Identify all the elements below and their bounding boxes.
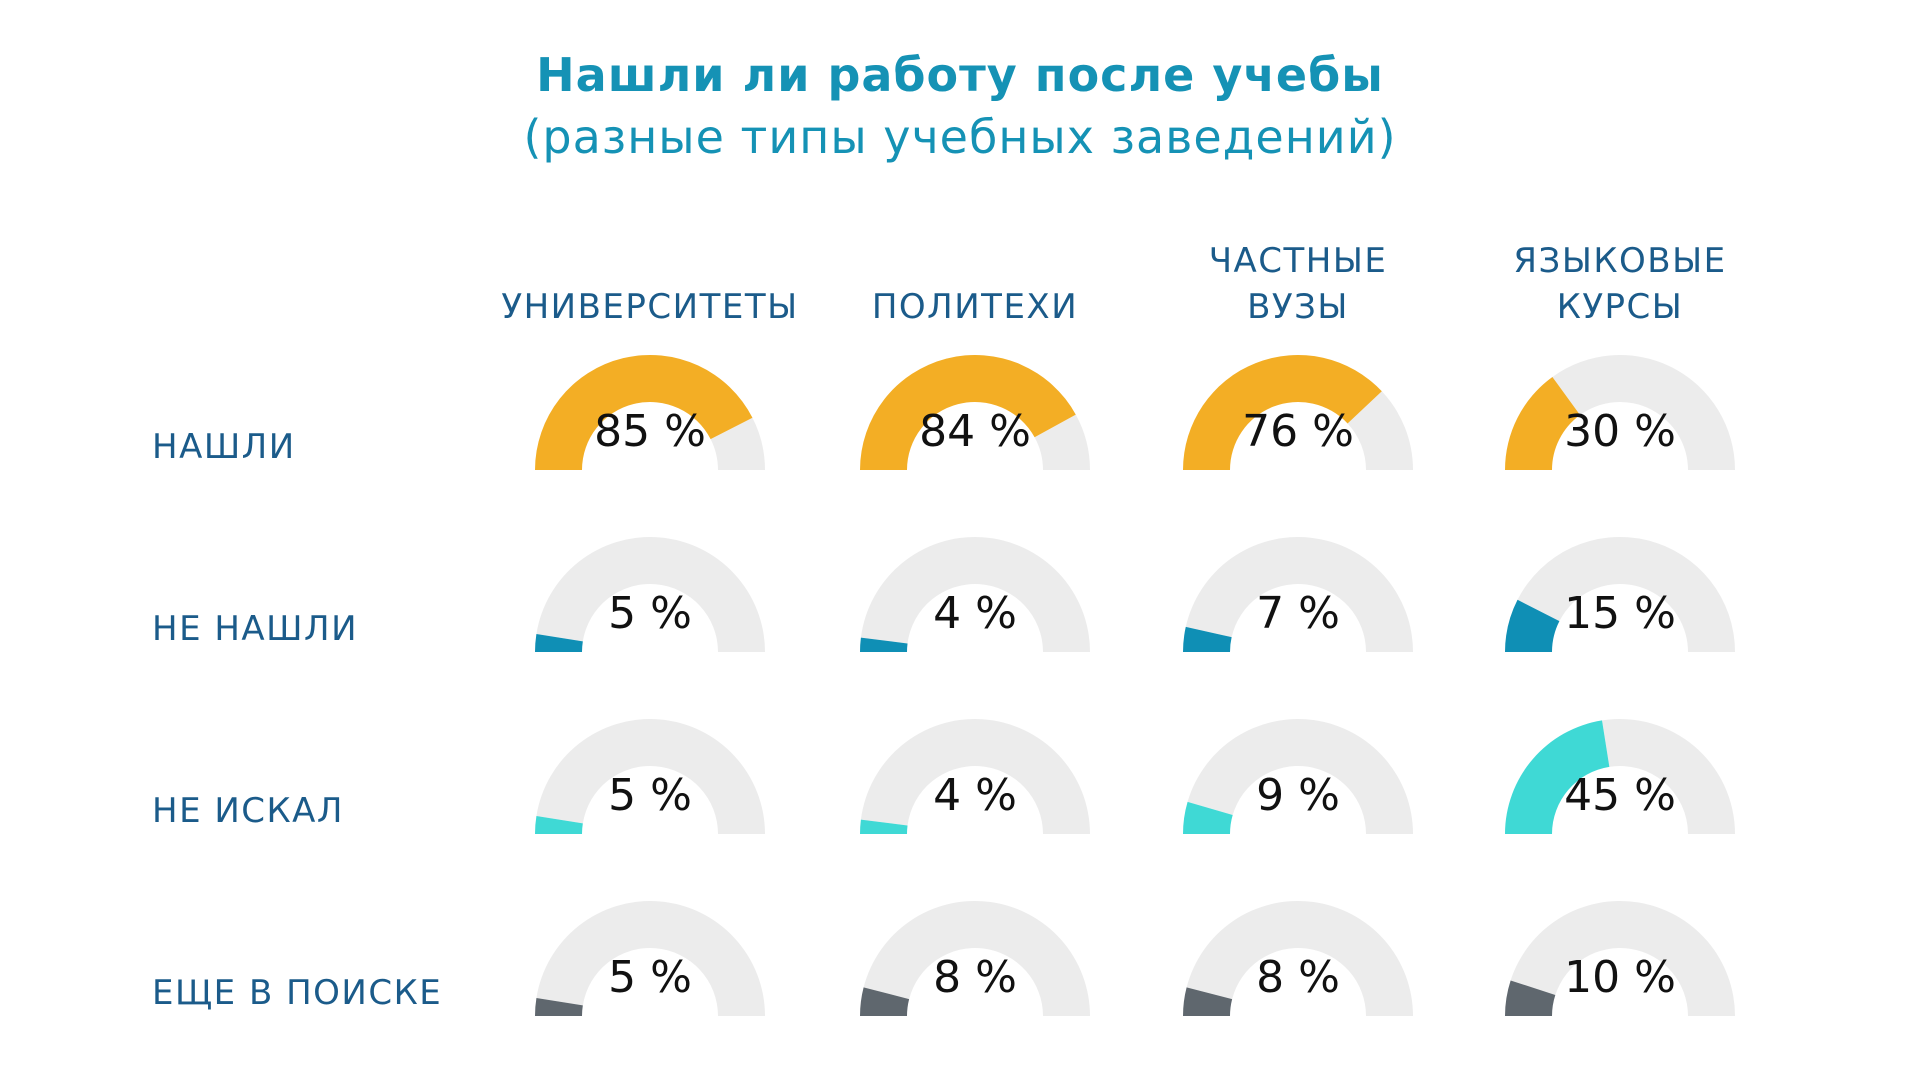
gauge-track bbox=[1186, 900, 1413, 1016]
chart-title: Нашли ли работу после учебы bbox=[536, 48, 1384, 102]
gauge-value-arc bbox=[535, 816, 583, 834]
gauge-value-label: 9 % bbox=[1256, 770, 1340, 821]
chart-subtitle: (разные типы учебных заведений) bbox=[523, 110, 1397, 164]
gauge-track bbox=[860, 537, 1090, 652]
gauge-value-label: 15 % bbox=[1564, 588, 1676, 639]
gauge-value-arc bbox=[1183, 801, 1233, 834]
gauge-track bbox=[1602, 719, 1735, 834]
gauge-track bbox=[1034, 414, 1090, 470]
gauge-value-label: 10 % bbox=[1564, 952, 1676, 1003]
row-label: НЕ ИСКАЛ bbox=[152, 791, 344, 831]
column-header-line: ВУЗЫ bbox=[1247, 287, 1349, 327]
gauge-value-arc bbox=[860, 354, 1076, 470]
gauge-track bbox=[1510, 901, 1735, 1016]
column-header: ПОЛИТЕХИ bbox=[872, 287, 1078, 327]
gauge-value-arc bbox=[1182, 987, 1233, 1016]
gauge-value-label: 5 % bbox=[608, 770, 692, 821]
gauge-track bbox=[1552, 354, 1735, 470]
gauge-value-label: 85 % bbox=[594, 406, 706, 457]
gauge-value-arc bbox=[1183, 355, 1382, 470]
gauge-value-label: 8 % bbox=[933, 952, 1017, 1003]
gauge-value-label: 45 % bbox=[1564, 770, 1676, 821]
gauge-value-label: 5 % bbox=[608, 588, 692, 639]
column-header: УНИВЕРСИТЕТЫ bbox=[501, 287, 798, 327]
gauge-value-arc bbox=[1505, 720, 1610, 834]
gauge-track bbox=[1185, 536, 1413, 652]
gauge-value-arc bbox=[535, 998, 583, 1016]
gauge-value-label: 4 % bbox=[933, 588, 1017, 639]
gauge-track bbox=[536, 719, 765, 834]
gauge-value-label: 76 % bbox=[1242, 406, 1354, 457]
gauge-value-arc bbox=[535, 634, 583, 652]
gauge-value-arc bbox=[1183, 626, 1232, 652]
gauge-value-arc bbox=[1505, 599, 1560, 652]
column-header-line: ЯЗЫКОВЫЕ bbox=[1513, 241, 1726, 281]
gauge-value-arc bbox=[860, 637, 908, 652]
gauge-track bbox=[710, 417, 765, 470]
gauge-value-arc bbox=[860, 819, 908, 834]
row-label: НЕ НАШЛИ bbox=[152, 609, 358, 649]
column-header-line: УНИВЕРСИТЕТЫ bbox=[501, 287, 798, 327]
gauge-value-arc bbox=[860, 987, 910, 1016]
gauge-value-label: 30 % bbox=[1564, 406, 1676, 457]
gauge-track bbox=[860, 719, 1090, 834]
gauge-track bbox=[1347, 391, 1413, 470]
gauge-value-label: 4 % bbox=[933, 770, 1017, 821]
gauge-track bbox=[536, 901, 765, 1016]
gauge-value-arc bbox=[1505, 980, 1556, 1016]
gauge-value-label: 5 % bbox=[608, 952, 692, 1003]
gauge-track bbox=[536, 537, 765, 652]
column-header-line: КУРСЫ bbox=[1557, 287, 1684, 327]
gauge-track bbox=[863, 900, 1090, 1016]
row-label: НАШЛИ bbox=[152, 427, 296, 467]
gauge-value-arc bbox=[1505, 376, 1581, 470]
gauge-value-label: 7 % bbox=[1256, 588, 1340, 639]
gauge-value-label: 84 % bbox=[919, 406, 1031, 457]
column-header: ЯЗЫКОВЫЕ КУРСЫ bbox=[1513, 241, 1726, 327]
gauge-track bbox=[1517, 536, 1735, 652]
column-header-line: ЧАСТНЫЕ bbox=[1209, 241, 1388, 281]
gauge-value-label: 8 % bbox=[1256, 952, 1340, 1003]
column-header-line: ПОЛИТЕХИ bbox=[872, 287, 1078, 327]
gauge-value-arc bbox=[535, 354, 753, 470]
gauge-track bbox=[1187, 719, 1413, 834]
row-label: ЕЩЕ В ПОИСКЕ bbox=[152, 973, 442, 1013]
column-header: ЧАСТНЫЕ ВУЗЫ bbox=[1209, 241, 1388, 327]
